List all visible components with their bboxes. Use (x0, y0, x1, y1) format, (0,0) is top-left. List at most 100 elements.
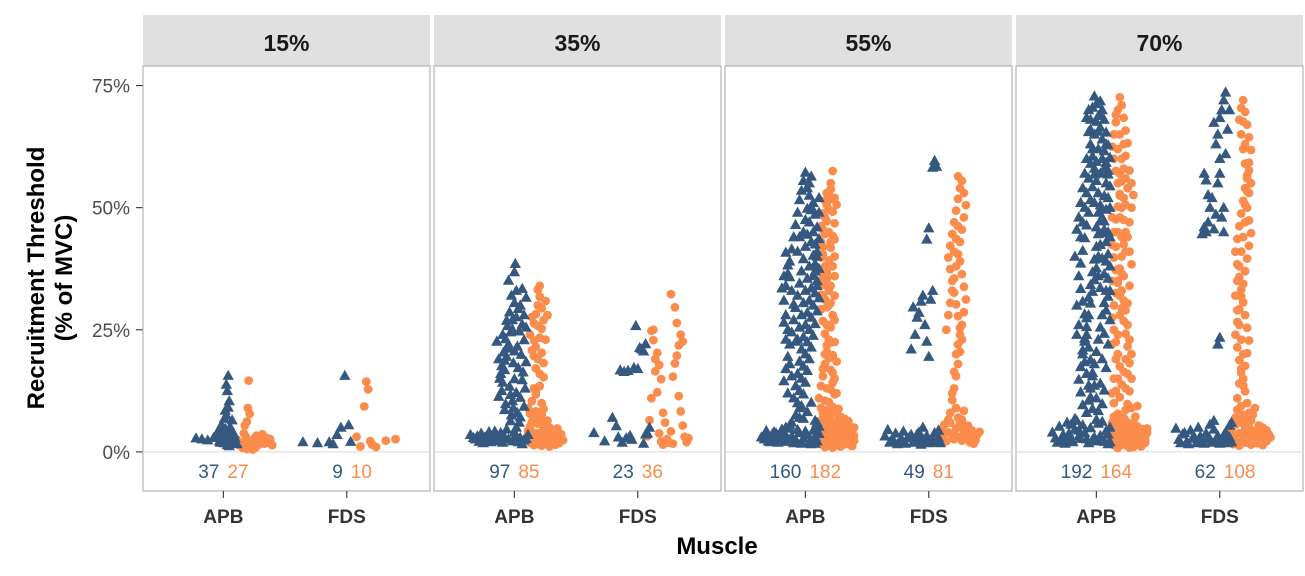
data-point-circle (820, 438, 830, 448)
data-point-triangle (1098, 296, 1110, 308)
data-point-circle (830, 252, 839, 261)
data-point-triangle (343, 419, 355, 430)
facet-strip-label: 55% (845, 30, 891, 56)
data-point-triangle (1100, 304, 1112, 315)
x-axis-title: Muscle (676, 533, 757, 560)
count-label-a: 192 (1061, 462, 1093, 483)
data-point-circle (1231, 247, 1240, 256)
data-point-circle (1113, 330, 1123, 340)
data-point-triangle (807, 329, 819, 340)
data-point-circle (1113, 144, 1123, 154)
data-point-triangle (1102, 428, 1114, 439)
data-point-triangle (801, 405, 813, 417)
data-point-triangle (805, 438, 817, 449)
data-point-triangle (510, 386, 522, 397)
facet-panel: 15% APB 37 27 FDS 9 10 (142, 15, 431, 528)
data-point-triangle (519, 382, 531, 393)
data-point-triangle (502, 274, 515, 285)
data-point-triangle (795, 400, 808, 411)
data-point-circle (1125, 281, 1134, 291)
data-point-triangle (632, 362, 644, 374)
data-point-triangle (598, 435, 611, 446)
data-point-triangle (513, 416, 525, 427)
data-point-circle (1117, 428, 1127, 437)
data-point-circle (654, 429, 664, 438)
data-point-circle (826, 385, 836, 394)
data-point-circle (543, 310, 552, 320)
data-point-circle (941, 436, 951, 446)
data-point-triangle (1092, 333, 1104, 344)
data-point-triangle (923, 350, 935, 361)
data-point-circle (818, 364, 828, 374)
data-point-circle (239, 429, 249, 438)
data-point-triangle (639, 338, 652, 349)
data-point-triangle (223, 440, 235, 451)
data-point-triangle (780, 309, 792, 320)
count-label-a: 160 (770, 462, 802, 483)
data-point-circle (1238, 95, 1248, 105)
data-point-triangle (799, 376, 812, 387)
data-point-triangle (222, 401, 234, 412)
data-point-circle (552, 429, 562, 439)
data-point-triangle (518, 309, 530, 320)
count-label-b: 164 (1100, 462, 1132, 483)
data-point-triangle (799, 284, 812, 295)
data-point-triangle (1098, 162, 1110, 173)
data-point-triangle (212, 424, 225, 435)
data-point-circle (961, 200, 971, 210)
data-point-triangle (805, 235, 817, 247)
data-point-triangle (1079, 335, 1091, 346)
data-point-triangle (1071, 223, 1083, 234)
data-point-circle (363, 385, 373, 394)
data-point-circle (1125, 358, 1134, 368)
data-point-circle (666, 289, 676, 299)
x-tick-label: FDS (619, 507, 657, 528)
data-point-triangle (780, 246, 792, 257)
data-point-triangle (917, 421, 929, 432)
data-point-triangle (505, 289, 518, 300)
data-point-triangle (1210, 138, 1222, 149)
data-point-triangle (345, 435, 357, 446)
data-point-triangle (518, 400, 530, 411)
data-point-circle (1117, 232, 1127, 242)
data-point-triangle (616, 436, 628, 447)
facet-plot-area (433, 65, 722, 492)
data-point-circle (672, 351, 682, 361)
data-point-circle (945, 264, 955, 274)
data-point-circle (676, 330, 686, 340)
data-point-triangle (784, 358, 796, 369)
data-point-triangle (1084, 422, 1097, 433)
data-point-triangle (788, 298, 800, 309)
data-point-triangle (907, 301, 919, 312)
data-point-triangle (788, 314, 800, 325)
data-point-circle (824, 429, 834, 439)
data-point-triangle (793, 231, 806, 242)
data-point-triangle (780, 333, 792, 344)
data-point-triangle (1082, 291, 1095, 302)
data-point-circle (820, 329, 830, 339)
data-point-triangle (509, 257, 521, 268)
data-point-triangle (1200, 174, 1212, 185)
data-point-triangle (508, 373, 521, 384)
data-point-triangle (1075, 432, 1087, 443)
data-point-triangle (1080, 328, 1093, 339)
data-point-triangle (811, 279, 823, 290)
data-point-triangle (493, 353, 505, 364)
data-point-triangle (1214, 111, 1226, 122)
data-point-triangle (496, 384, 508, 396)
data-point-circle (959, 406, 969, 416)
data-point-circle (1113, 202, 1123, 212)
data-point-triangle (1218, 226, 1230, 237)
data-point-triangle (610, 420, 622, 431)
data-point-circle (678, 421, 688, 430)
data-point-circle (1236, 335, 1246, 344)
data-point-circle (1132, 401, 1142, 411)
data-point-circle (1119, 139, 1129, 149)
data-point-circle (652, 387, 662, 397)
data-point-circle (826, 237, 836, 247)
count-label-a: 9 (332, 462, 343, 483)
data-point-triangle (1100, 361, 1112, 373)
data-point-triangle (1214, 152, 1226, 163)
data-point-circle (971, 429, 980, 438)
data-point-circle (957, 269, 967, 279)
